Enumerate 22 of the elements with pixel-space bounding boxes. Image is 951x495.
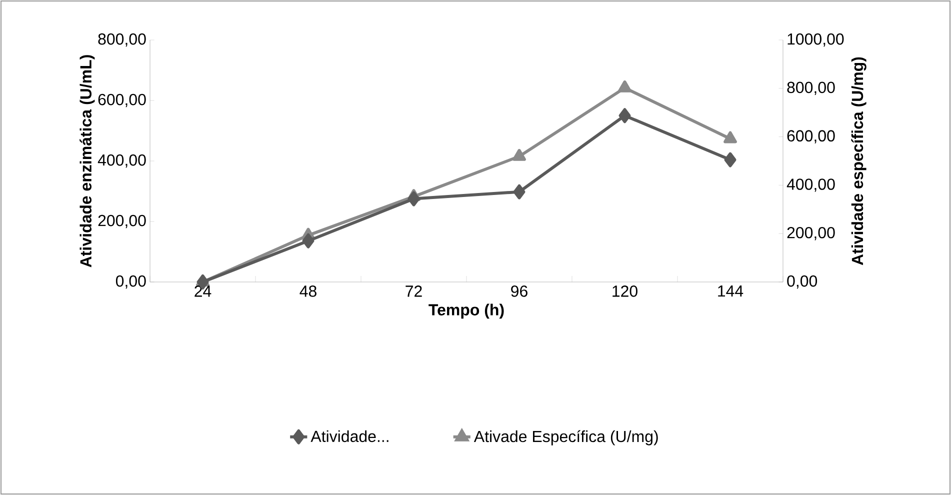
legend-label: Ativade Específica (U/mg) (474, 430, 658, 446)
y2-tick-label: 400,00 (786, 178, 835, 192)
x-tick-label: 144 (718, 286, 744, 297)
x-tick-label: 120 (612, 286, 638, 297)
x-tick-label: 96 (511, 286, 528, 297)
y2-tick-label: 0,00 (787, 275, 818, 289)
legend-label: Atividade... (310, 430, 388, 442)
y2-axis-title: Atividade específica (U/mg) (851, 57, 866, 266)
y-tick-label: 800,00 (98, 33, 146, 47)
y2-tick-label: 1000,00 (788, 33, 844, 47)
y2-tick-label: 800,00 (787, 82, 835, 95)
x-tick-label: 24 (194, 286, 212, 297)
x-tick-label: 48 (300, 286, 316, 297)
y2-tick-label: 600,00 (787, 130, 835, 144)
y-tick-label: 0,00 (116, 275, 146, 289)
y-tick-label: 400,00 (98, 154, 146, 168)
y-tick-label: 200,00 (98, 214, 146, 228)
y2-tick-label: 200,00 (787, 226, 835, 240)
x-axis-title: Tempo (h) (428, 304, 504, 319)
y-axis-title: Atividade enzimática (U/mL) (80, 55, 95, 268)
y-tick-label: 600,00 (98, 94, 146, 108)
x-tick-label: 72 (406, 286, 422, 297)
